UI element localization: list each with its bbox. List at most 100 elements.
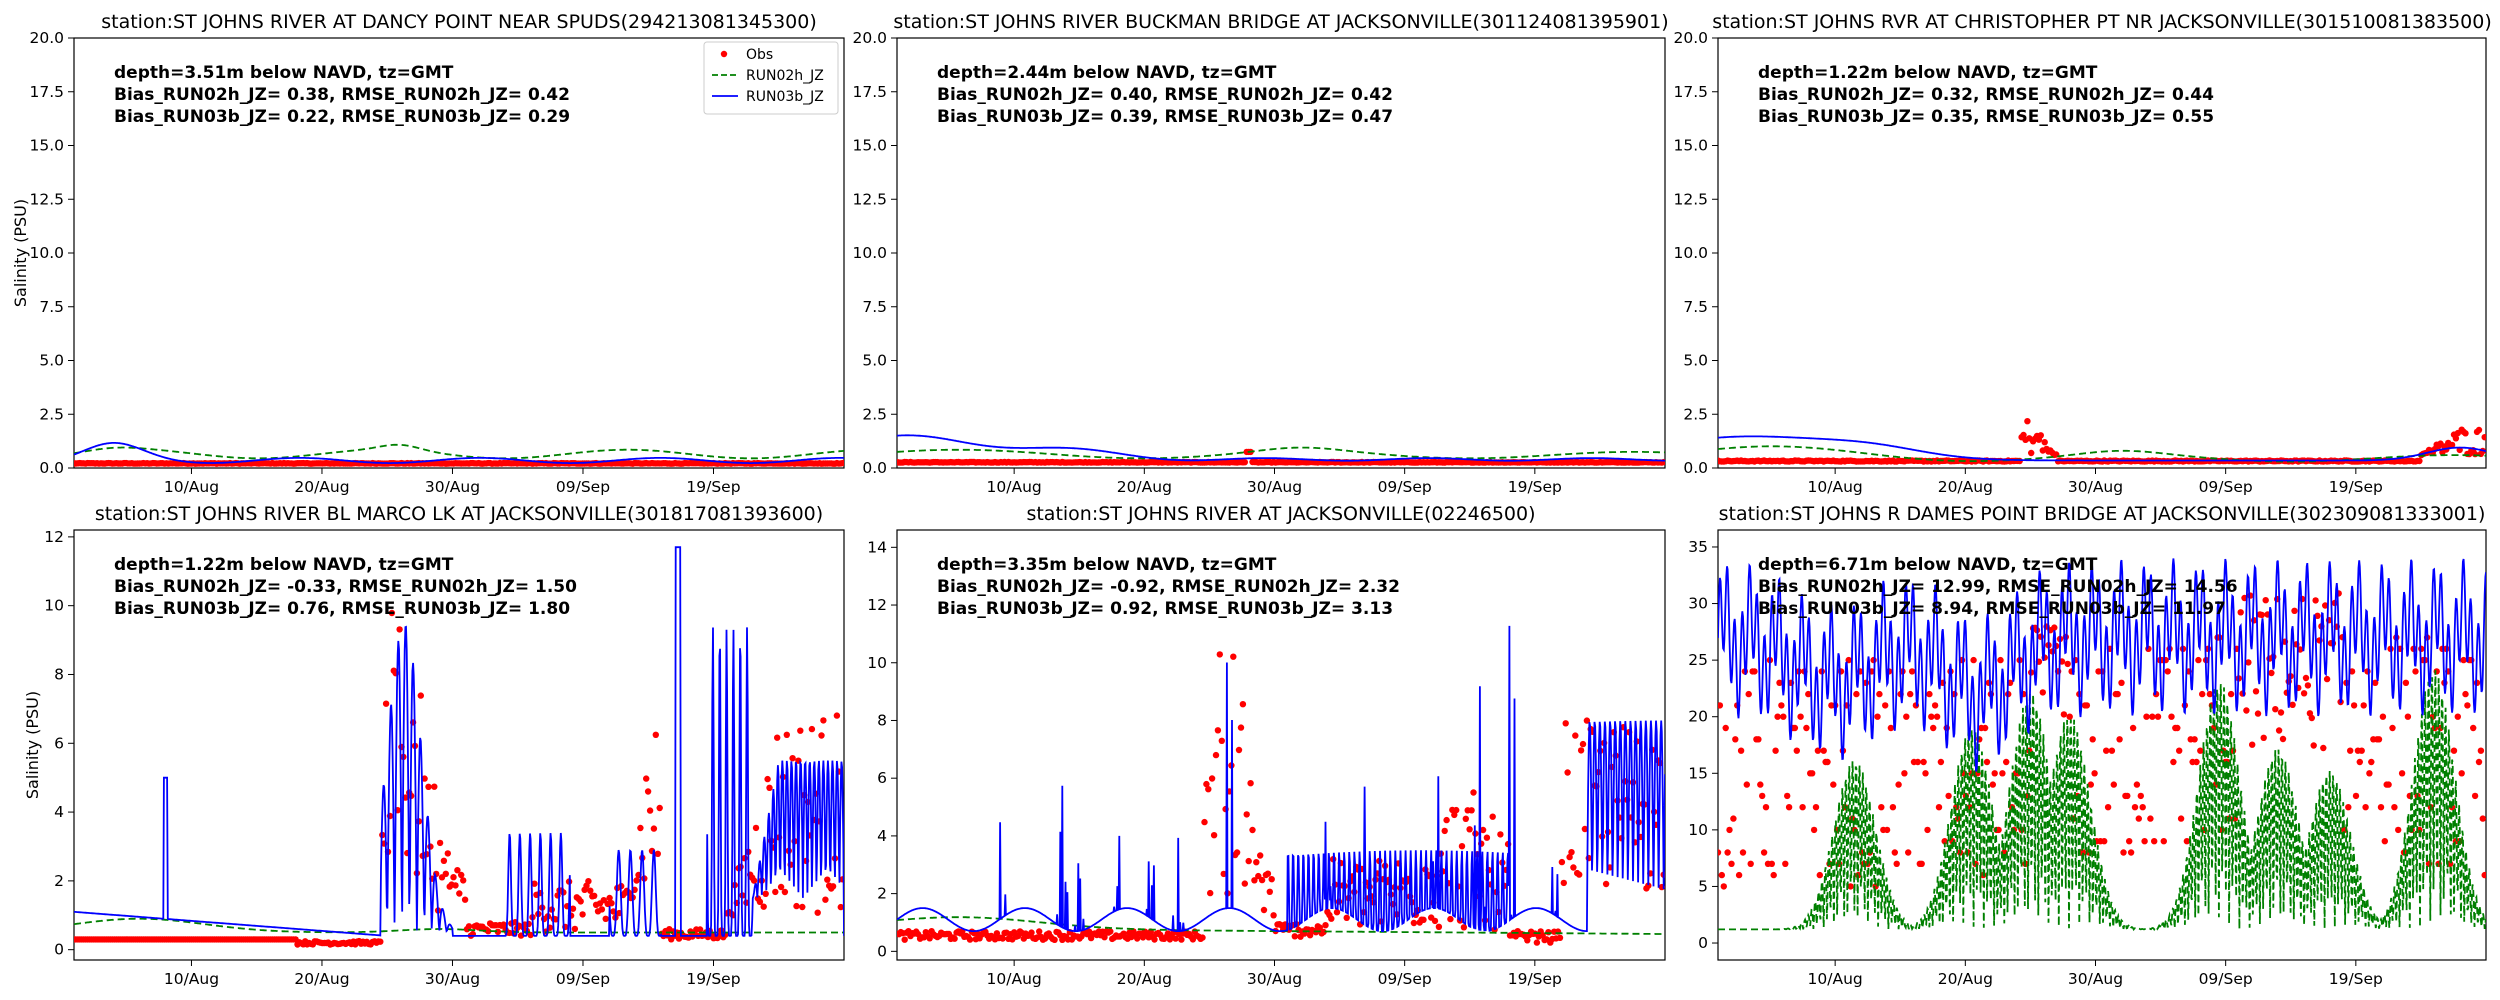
obs-point: [1203, 780, 1210, 788]
obs-point: [1343, 914, 1350, 921]
obs-point: [1732, 736, 1739, 743]
obs-point: [820, 717, 827, 724]
obs-point: [485, 928, 492, 935]
obs-point: [1810, 826, 1818, 834]
obs-point: [1028, 929, 1035, 936]
obs-point: [2291, 607, 2298, 614]
obs-point: [1759, 792, 1766, 800]
plot-area: [897, 434, 1665, 466]
obs-point: [1883, 826, 1891, 834]
obs-point: [2254, 710, 2262, 717]
obs-point: [2177, 815, 2185, 822]
obs-point: [388, 609, 396, 617]
obs-point: [2131, 804, 2139, 811]
obs-point: [2416, 457, 2423, 465]
obs-point: [396, 626, 403, 633]
obs-point: [527, 931, 534, 939]
obs-point: [1743, 781, 1751, 788]
obs-point: [1876, 690, 1883, 698]
obs-point: [1718, 871, 1726, 879]
obs-point: [2174, 724, 2181, 732]
obs-point: [2124, 792, 2131, 800]
obs-point: [2108, 747, 2116, 754]
obs-point: [460, 877, 467, 884]
stats-text: Bias_RUN03b_JZ= 0.35, RMSE_RUN03b_JZ= 0.…: [1758, 107, 2214, 127]
obs-point: [1755, 736, 1762, 743]
x-tick-label: 19/Sep: [686, 478, 740, 496]
stats-text: Bias_RUN03b_JZ= 0.76, RMSE_RUN03b_JZ= 1.…: [114, 599, 570, 619]
obs-point: [1893, 860, 1900, 867]
obs-point: [1784, 792, 1791, 800]
obs-point: [1533, 939, 1541, 946]
obs-point: [1036, 928, 1043, 935]
x-tick-label: 10/Aug: [164, 478, 219, 496]
obs-series: [74, 609, 844, 948]
obs-point: [1895, 781, 1902, 788]
obs-point: [421, 775, 428, 782]
obs-point: [1266, 888, 1274, 895]
run02h-line: [1718, 445, 2486, 463]
obs-point: [1726, 826, 1733, 834]
obs-point: [1435, 923, 1443, 930]
obs-point: [1737, 747, 1745, 754]
obs-point: [2151, 838, 2158, 845]
obs-point: [2454, 713, 2461, 720]
obs-point: [1322, 922, 1329, 929]
obs-point: [571, 925, 579, 933]
obs-point: [966, 936, 974, 943]
obs-point: [1985, 679, 1993, 686]
obs-point: [1997, 656, 2004, 664]
obs-point: [766, 784, 773, 791]
obs-point: [1264, 870, 1272, 877]
obs-point: [774, 734, 781, 741]
obs-point: [444, 850, 451, 857]
y-tick-label: 8: [877, 711, 887, 729]
obs-point: [926, 935, 933, 942]
obs-point: [1460, 924, 1468, 931]
y-tick-label: 4: [54, 803, 64, 821]
obs-point: [1745, 690, 1752, 698]
obs-point: [1970, 656, 1977, 664]
obs-point: [2348, 668, 2356, 675]
obs-point: [2345, 804, 2352, 811]
obs-point: [1235, 746, 1243, 754]
obs-point: [2028, 449, 2035, 457]
y-tick-label: 12.5: [852, 190, 887, 208]
obs-point: [2262, 597, 2269, 604]
obs-point: [1983, 758, 1991, 766]
obs-point: [2193, 758, 2200, 766]
obs-point: [1291, 933, 1299, 940]
obs-point: [2360, 702, 2367, 709]
obs-point: [1247, 780, 1254, 787]
obs-point: [1451, 811, 1458, 819]
obs-point: [2304, 682, 2312, 689]
x-tick-label: 20/Aug: [1117, 478, 1172, 496]
obs-point: [2372, 679, 2379, 686]
obs-point: [1328, 915, 1335, 922]
y-tick-label: 15.0: [1673, 137, 1708, 155]
obs-point: [1937, 758, 1945, 766]
obs-point: [2051, 624, 2058, 631]
obs-point: [2320, 744, 2327, 752]
obs-point: [1799, 804, 1806, 811]
obs-point: [999, 935, 1006, 942]
obs-point: [2302, 674, 2310, 682]
obs-point: [1245, 857, 1252, 865]
obs-point: [442, 870, 449, 877]
obs-point: [456, 890, 463, 897]
obs-point: [1051, 936, 1058, 943]
obs-point: [1458, 843, 1466, 850]
obs-point: [824, 876, 831, 883]
stats-text: Bias_RUN02h_JZ= 12.99, RMSE_RUN02h_JZ= 1…: [1758, 577, 2238, 597]
y-tick-label: 8: [54, 665, 64, 683]
obs-point: [2404, 713, 2412, 720]
obs-point: [2366, 770, 2373, 777]
obs-point: [1793, 747, 1801, 754]
y-tick-label: 12: [44, 528, 64, 546]
obs-point: [1570, 864, 1577, 871]
obs-point: [1905, 849, 1912, 856]
obs-point: [2135, 815, 2142, 822]
obs-point: [1891, 849, 1899, 856]
obs-point: [1564, 769, 1571, 776]
